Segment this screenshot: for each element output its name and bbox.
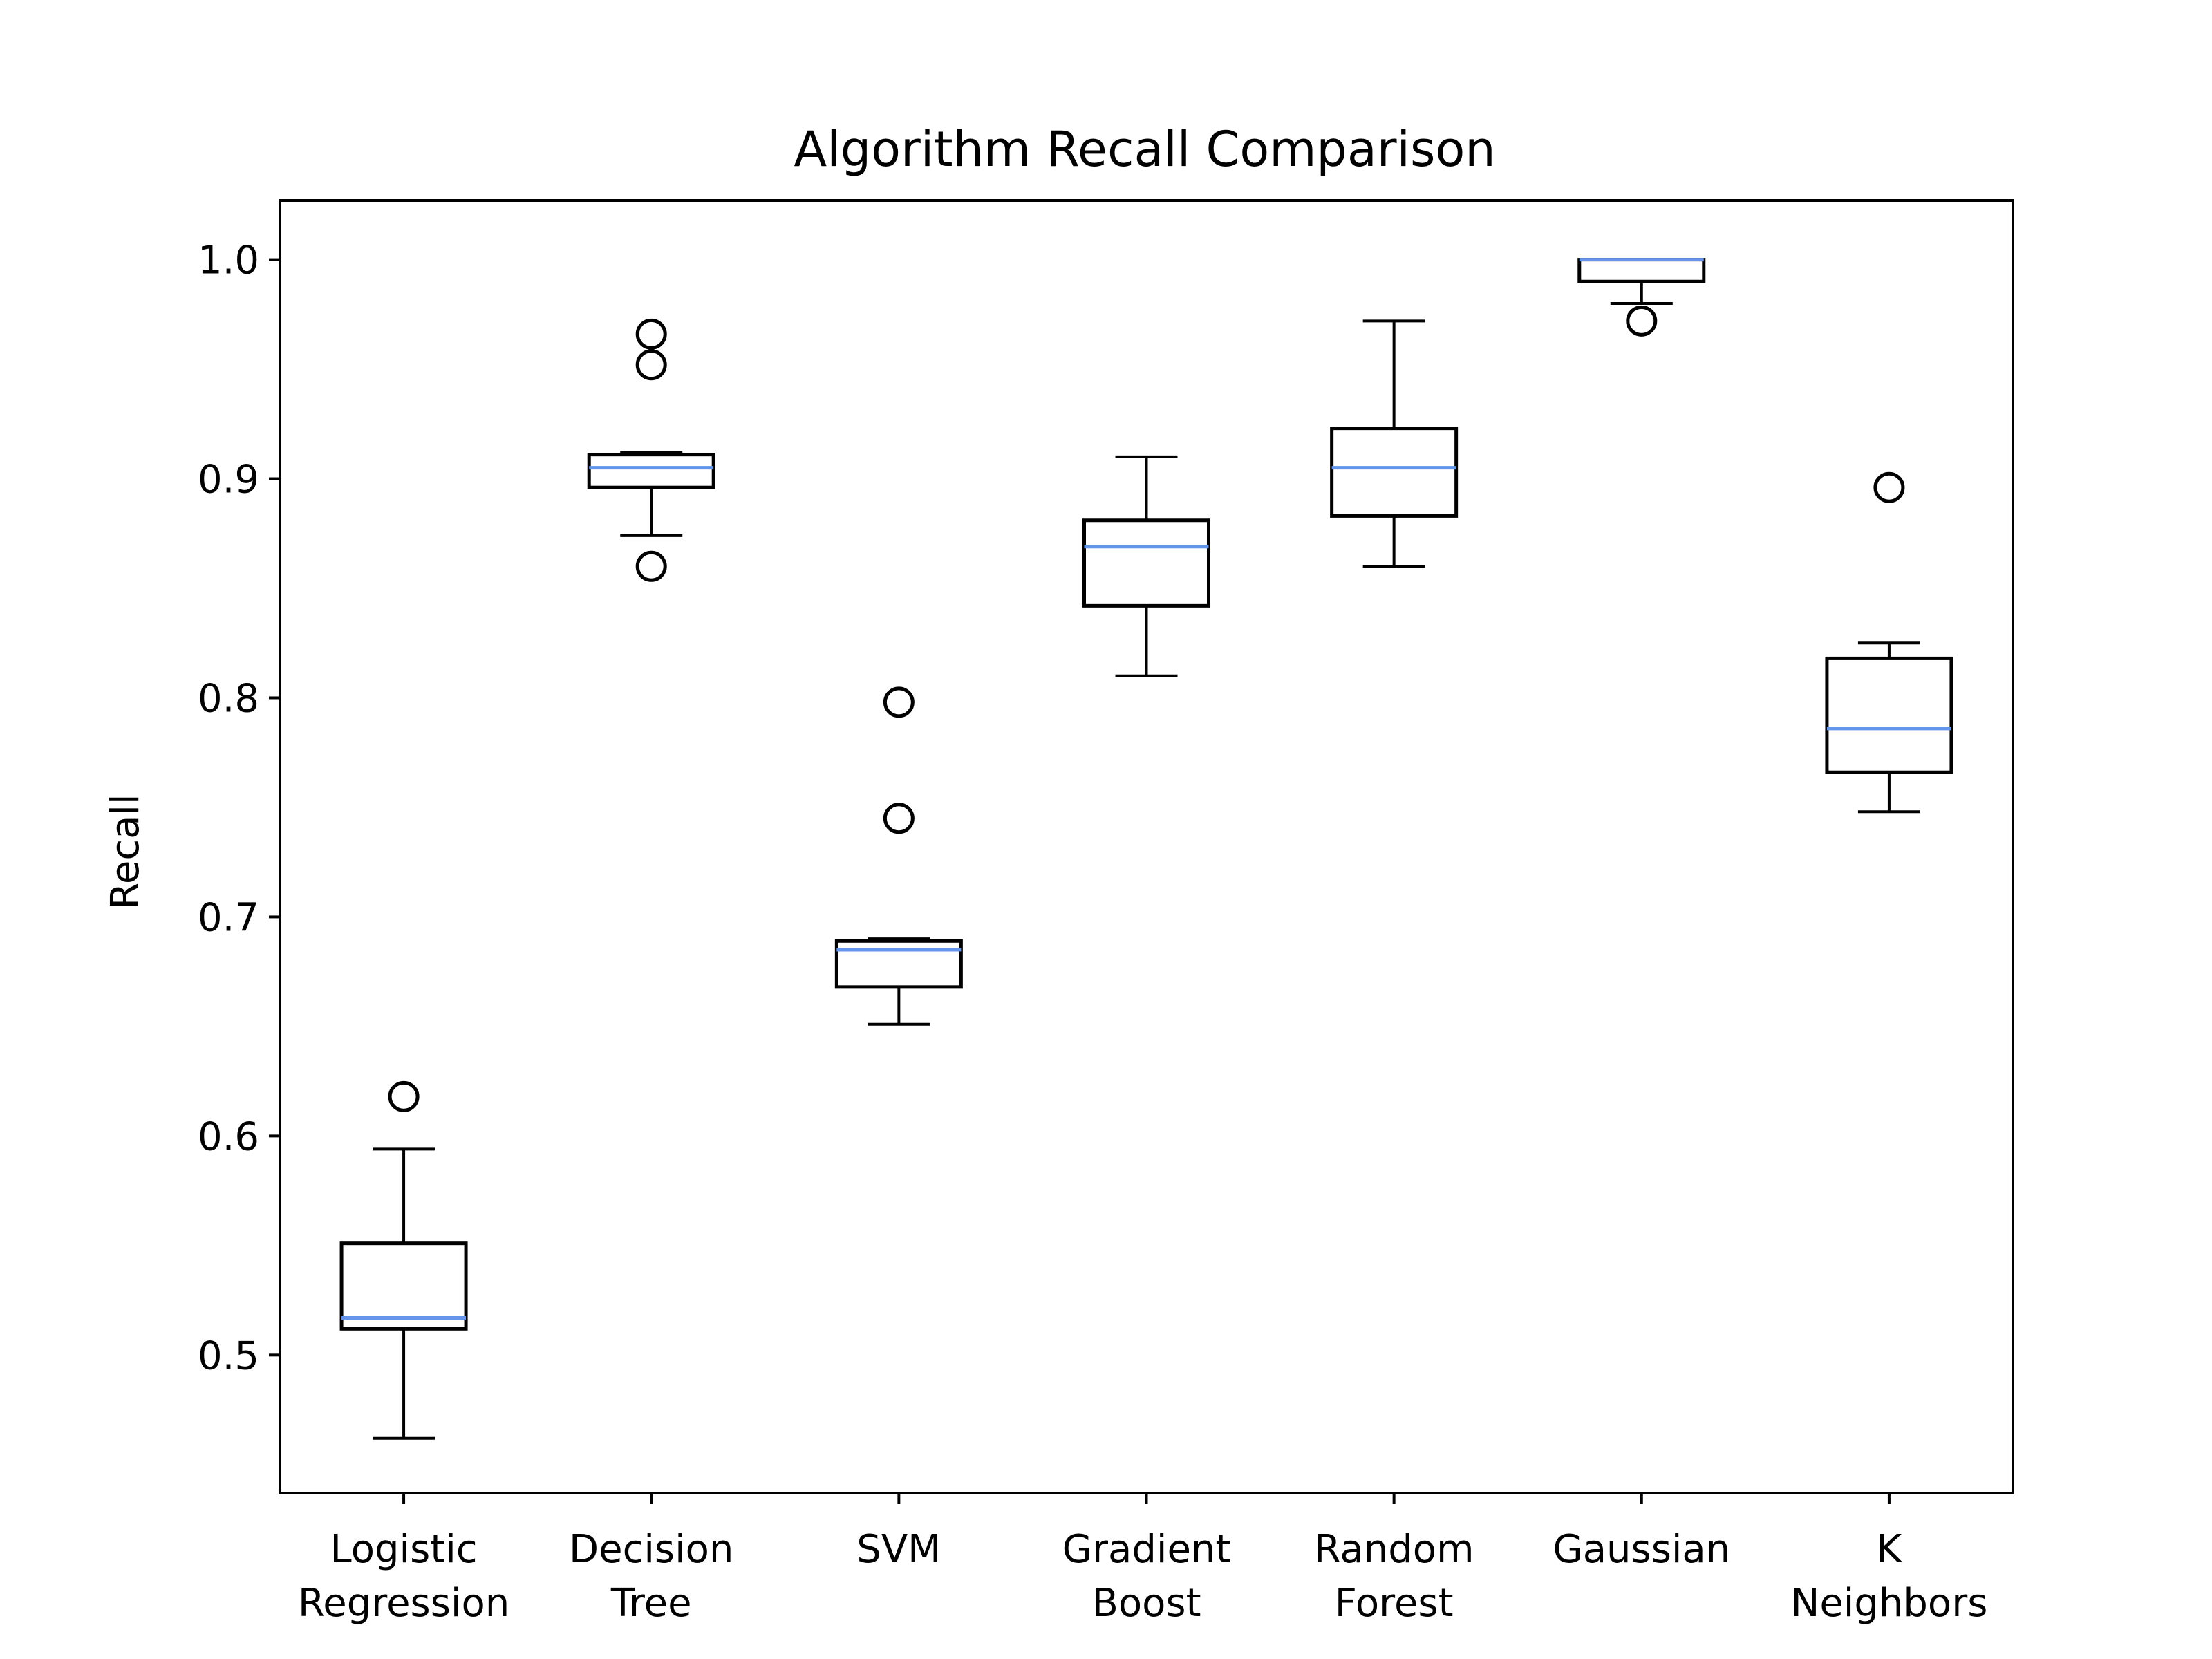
x-tick-label: SVM	[856, 1527, 941, 1572]
outlier-point	[883, 803, 915, 834]
outlier-point	[883, 686, 915, 718]
outlier-point	[388, 1080, 420, 1112]
y-tick-label: 0.9	[198, 458, 259, 503]
y-tick-label: 0.8	[198, 676, 259, 721]
x-tick-label: Boost	[1091, 1581, 1201, 1626]
box-iqr	[587, 453, 715, 489]
outlier-point	[1873, 471, 1905, 503]
chart-title: Algorithm Recall Comparison	[794, 121, 1495, 178]
y-tick-label: 0.6	[198, 1114, 259, 1159]
box-iqr	[339, 1241, 468, 1331]
x-tick-label: K	[1877, 1527, 1903, 1572]
x-tick-label: Neighbors	[1790, 1581, 1987, 1626]
outlier-point	[635, 318, 667, 350]
plot-frame	[279, 199, 2014, 1494]
box-iqr	[1330, 427, 1459, 518]
outlier-point	[1626, 305, 1658, 337]
x-tick-label: Tree	[610, 1581, 692, 1626]
x-tick-label: Regression	[298, 1581, 509, 1626]
x-tick-label: Decision	[569, 1527, 733, 1572]
y-tick-label: 1.0	[198, 238, 259, 283]
outlier-point	[635, 550, 667, 582]
x-tick-label: Random	[1314, 1527, 1474, 1572]
x-tick-label: Gradient	[1062, 1527, 1231, 1572]
box-iqr	[1082, 518, 1210, 608]
y-axis-label: Recall	[103, 794, 148, 909]
plot-area: 0.5 0.6 0.7 0.8 0.9 1.0 Logistic Regression Deci…	[198, 238, 1987, 1626]
y-tick-label: 0.5	[198, 1333, 259, 1378]
y-tick-label: 0.7	[198, 895, 259, 940]
box-iqr	[834, 939, 963, 989]
x-tick-label: Forest	[1335, 1581, 1454, 1626]
x-tick-label: Gaussian	[1553, 1527, 1730, 1572]
box-iqr	[1825, 656, 1953, 774]
outlier-point	[635, 349, 667, 381]
x-tick-label: Logistic	[330, 1527, 478, 1572]
